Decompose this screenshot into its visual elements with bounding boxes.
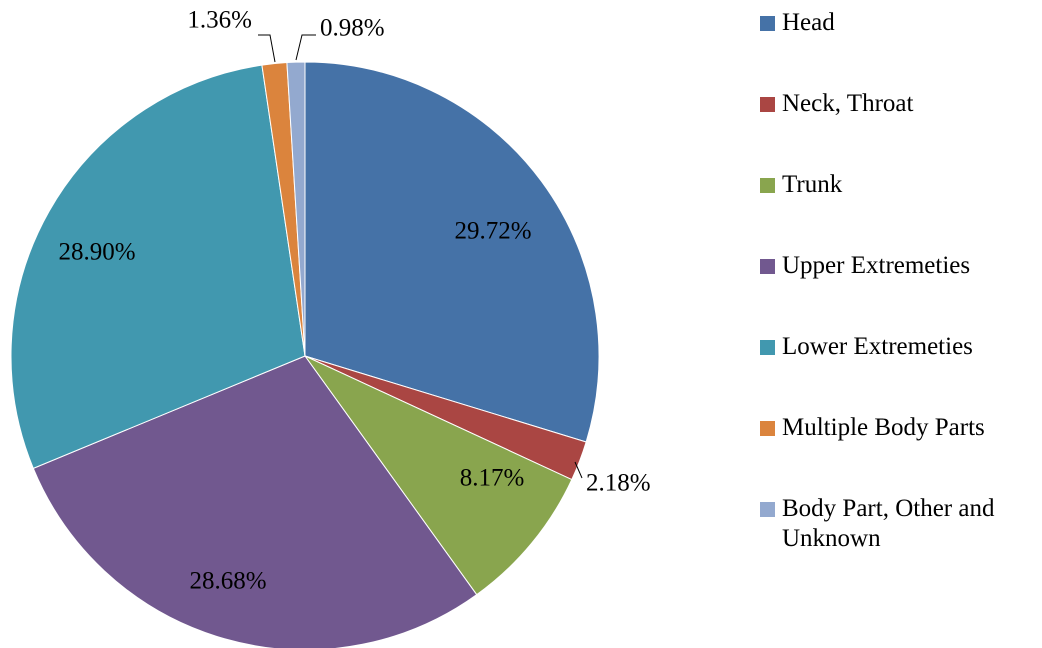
legend-swatch (760, 16, 775, 31)
data-label: 2.18% (586, 470, 651, 497)
legend-label: Head (782, 9, 835, 36)
pie-slice (303, 354, 573, 596)
legend-item: Upper Extremeties (760, 251, 1030, 332)
legend-label: Multiple Body Parts (782, 414, 985, 441)
legend-item: Lower Extremeties (760, 332, 1030, 413)
legend-label: Lower Extremeties (782, 333, 973, 360)
data-label: 28.90% (58, 239, 135, 266)
leader-line (574, 461, 583, 479)
legend-swatch (760, 178, 775, 193)
legend-item: Multiple Body Parts (760, 413, 1030, 494)
legend-item: Head (760, 8, 1030, 89)
legend-label: Trunk (782, 171, 843, 198)
legend-swatch (760, 340, 775, 355)
data-label: 1.36% (187, 7, 252, 34)
leader-line (258, 34, 276, 63)
legend-label: Body Part, Other and Unknown (782, 495, 995, 552)
data-label: 8.17% (460, 465, 525, 492)
legend-swatch (760, 259, 775, 274)
pie-slice (32, 355, 478, 648)
pie-slice (10, 64, 306, 470)
legend-item: Neck, Throat (760, 89, 1030, 170)
legend-label: Upper Extremeties (782, 252, 971, 279)
legend-swatch (760, 502, 775, 517)
pie-slice (304, 61, 600, 443)
leader-line (295, 34, 316, 61)
legend-item: Body Part, Other and Unknown (760, 494, 1030, 575)
legend-swatch (760, 421, 775, 436)
legend-label: Neck, Throat (782, 90, 914, 117)
data-label: 0.98% (320, 15, 385, 42)
data-label: 29.72% (454, 218, 531, 245)
legend: Head Neck, Throat Trunk Upper Extremeties Lo… (760, 8, 1030, 575)
legend-swatch (760, 97, 775, 112)
data-label: 28.68% (189, 568, 266, 595)
pie-slice (286, 61, 306, 357)
legend-item: Trunk (760, 170, 1030, 251)
